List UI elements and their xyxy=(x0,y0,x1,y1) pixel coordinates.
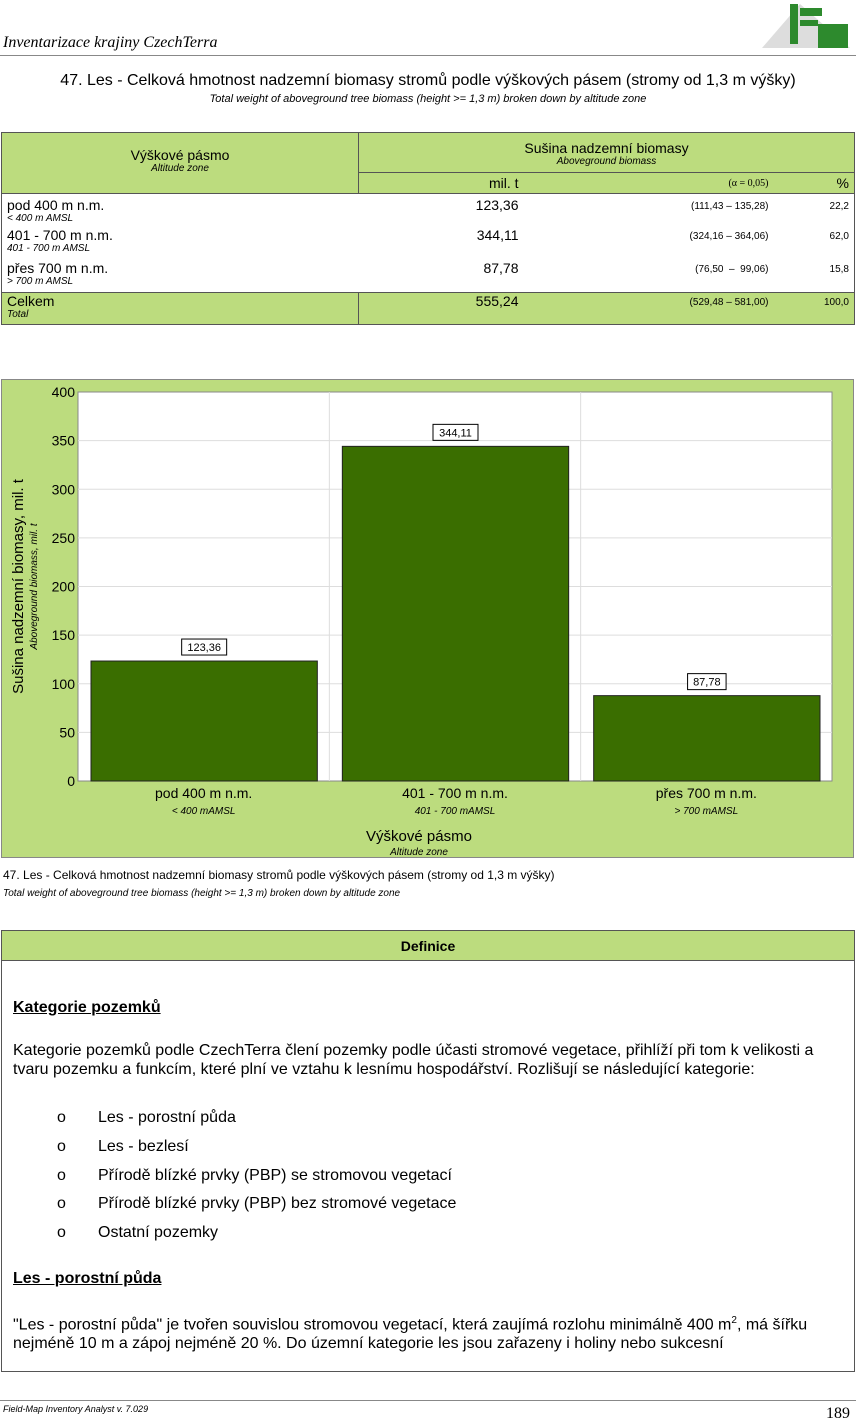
list-item: o Přírodě blízké prvky (PBP) bez stromové… xyxy=(57,1195,456,1213)
col-biomass-cz: Sušina nadzemní biomasy xyxy=(524,140,689,156)
x-tick-label: přes 700 m n.m. xyxy=(656,785,757,801)
y-tick-label: 250 xyxy=(52,530,76,546)
value: 123,36 xyxy=(475,197,519,213)
section-heading: Les - porostní půda xyxy=(13,1270,162,1287)
list-item: o Ostatní pozemky xyxy=(57,1224,218,1242)
bar xyxy=(90,660,318,782)
x-tick-label: 401 - 700 m n.m. xyxy=(402,785,508,801)
col-biomass-en: Aboveground biomass xyxy=(556,156,657,167)
col-header-biomass: Sušina nadzemní biomasy Aboveground bioma… xyxy=(358,132,855,173)
data-label-box xyxy=(432,423,479,441)
list-item-text: Les - bezlesí xyxy=(98,1138,189,1155)
col-header-zone: Výškové pásmo Altitude zone xyxy=(1,132,359,194)
page-number: 189 xyxy=(826,1405,850,1422)
paragraph-text: "Les - porostní půda" je tvořen souvislo… xyxy=(13,1316,732,1334)
x-tick-label-en: 401 - 700 mAMSL xyxy=(415,806,496,817)
y-axis-title: Sušina nadzemní biomasy, mil. t xyxy=(10,478,27,694)
section-heading: Kategorie pozemků xyxy=(13,999,161,1016)
bar xyxy=(593,695,821,782)
chart-svg: 0 50 100 150 200 250 300 350 400 123,36 pod 400 m … xyxy=(10,384,833,858)
zone-cz: přes 700 m n.m. xyxy=(7,259,109,276)
y-axis-title-en: Aboveground biomass, mil. t xyxy=(29,522,40,650)
ci: (76,50 – 99,06) xyxy=(695,263,769,275)
pct: 62,0 xyxy=(829,230,849,242)
ci: (111,43 – 135,28) xyxy=(691,201,769,212)
x-tick-label-en: > 700 mAMSL xyxy=(675,806,739,817)
zone-en: 401 - 700 m AMSL xyxy=(7,242,91,254)
header-title: Inventarizace krajiny CzechTerra xyxy=(3,34,218,51)
list-item-text: Přírodě blízké prvky (PBP) se stromovou … xyxy=(98,1167,452,1184)
list-item-text: Ostatní pozemky xyxy=(98,1224,219,1241)
page-title: 47. Les - Celková hmotnost nadzemní biom… xyxy=(60,72,796,89)
header-divider xyxy=(0,55,856,56)
total-ci: (529,48 – 581,00) xyxy=(689,297,769,308)
table-row: 401 - 700 m n.m. 401 - 700 m AMSL 344,11 … xyxy=(1,226,855,260)
data-label: 344,11 xyxy=(439,427,472,439)
x-axis-title-en: Altitude zone xyxy=(389,847,448,858)
data-label-box xyxy=(181,638,228,656)
list-item-text: Přírodě blízké prvky (PBP) bez stromové … xyxy=(98,1195,457,1212)
footer-software: Field-Map Inventory Analyst v. 7.029 xyxy=(3,1404,149,1414)
footer-divider xyxy=(0,1400,856,1401)
total-en: Total xyxy=(7,309,29,320)
total-cz: Celkem xyxy=(7,293,55,309)
ci: (324,16 – 364,06) xyxy=(689,230,769,242)
chart-caption-en: Total weight of aboveground tree biomass… xyxy=(3,888,401,899)
data-label: 123,36 xyxy=(187,642,221,654)
list-item-text: Les - porostní půda xyxy=(98,1109,236,1126)
ifer-logo xyxy=(762,4,850,48)
paragraph: "Les - porostní půda" je tvořen souvislo… xyxy=(13,1311,834,1353)
zone-cz: 401 - 700 m n.m. xyxy=(7,226,113,243)
list-item: o Přírodě blízké prvky (PBP) se stromovou… xyxy=(57,1167,452,1185)
bullet-icon: o xyxy=(57,1167,66,1184)
bullet-icon: o xyxy=(57,1224,66,1241)
y-tick-label: 350 xyxy=(52,433,76,449)
list-item: o Les - porostní půda xyxy=(57,1109,236,1127)
list-item: o Les - bezlesí xyxy=(57,1138,189,1156)
table-row: pod 400 m n.m. < 400 m AMSL 123,36 (111,4… xyxy=(1,193,855,227)
biomass-table: Výškové pásmo Altitude zone Sušina nadzem… xyxy=(1,132,855,325)
col-zone-en: Altitude zone xyxy=(151,163,209,174)
y-tick-label: 200 xyxy=(52,579,76,595)
y-tick-label: 50 xyxy=(59,724,75,740)
bullet-icon: o xyxy=(57,1109,66,1126)
bar xyxy=(341,445,570,782)
y-tick-label: 300 xyxy=(52,481,76,497)
definition-box: Definice Kategorie pozemků Kategorie poz… xyxy=(1,930,855,1372)
zone-en: > 700 m AMSL xyxy=(7,275,74,287)
paragraph: Kategorie pozemků podle CzechTerra člení… xyxy=(13,1042,814,1078)
total-pct: 100,0 xyxy=(823,297,849,308)
zone-en: < 400 m AMSL xyxy=(7,213,74,224)
bullet-icon: o xyxy=(57,1138,66,1155)
alpha-header: (α = 0,05) xyxy=(728,177,769,189)
zone-cz: pod 400 m n.m. xyxy=(7,197,105,213)
page-subtitle: Total weight of aboveground tree biomass… xyxy=(209,93,647,105)
col-zone-cz: Výškové pásmo xyxy=(130,147,230,163)
unit-header: mil. t xyxy=(488,175,519,191)
x-tick-label: pod 400 m n.m. xyxy=(155,785,252,801)
table-total-row: Celkem Total 555,24 (529,48 – 581,00) 100… xyxy=(1,292,855,325)
bar-chart: 0 50 100 150 200 250 300 350 400 123,36 pod 400 m … xyxy=(1,379,854,858)
data-label-box xyxy=(687,673,727,691)
y-tick-label: 150 xyxy=(52,627,76,643)
paragraph-text: , má šířku nejméně 10 m a zápoj nejméně … xyxy=(13,1316,808,1353)
pct: 22,2 xyxy=(829,201,849,212)
chart-caption: 47. Les - Celková hmotnost nadzemní biom… xyxy=(3,868,555,882)
y-tick-label: 0 xyxy=(67,773,75,789)
x-tick-label-en: < 400 mAMSL xyxy=(172,806,236,817)
x-axis-title: Výškové pásmo xyxy=(366,828,472,845)
value: 87,78 xyxy=(483,259,519,276)
y-tick-label: 400 xyxy=(52,384,76,400)
table-row: přes 700 m n.m. > 700 m AMSL 87,78 (76,50… xyxy=(1,259,855,293)
definition-heading: Definice xyxy=(2,931,854,961)
pct-header: % xyxy=(836,175,849,191)
total-value: 555,24 xyxy=(475,293,519,309)
bullet-icon: o xyxy=(57,1195,66,1212)
data-label: 87,78 xyxy=(693,677,721,689)
pct: 15,8 xyxy=(829,263,849,275)
y-tick-label: 100 xyxy=(52,676,76,692)
value: 344,11 xyxy=(476,226,519,243)
superscript: 2 xyxy=(731,1315,737,1326)
